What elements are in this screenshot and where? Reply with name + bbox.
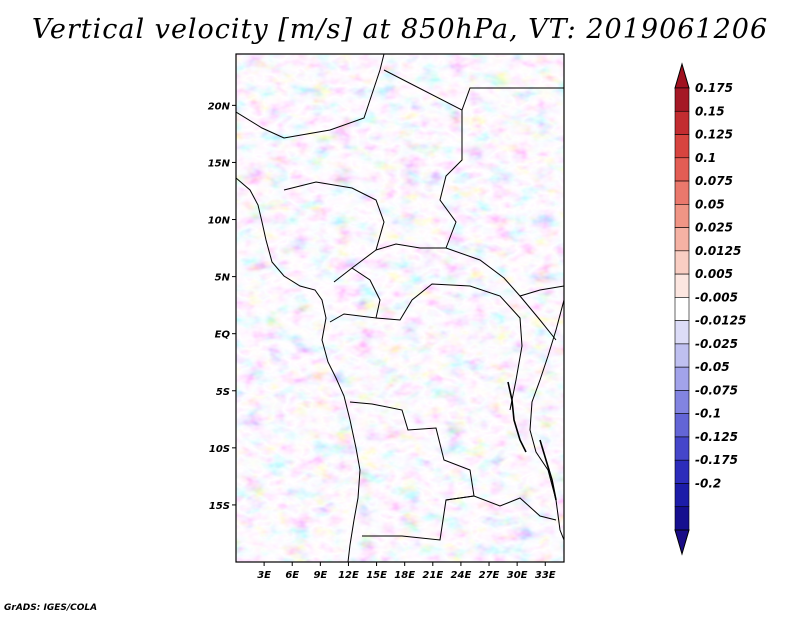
border-niger-nigeria — [283, 181, 385, 283]
coastline-east-africa — [529, 299, 564, 541]
colorbar-swatch — [674, 297, 690, 321]
lat-tick-label: 5S — [216, 387, 230, 398]
lon-tick-label: 6E — [285, 570, 299, 581]
colorbar-label: 0.025 — [695, 221, 733, 235]
lake-tanganyika — [507, 381, 527, 453]
colorbar-label: -0.125 — [695, 430, 738, 444]
lon-tick-label: 33E — [535, 570, 556, 581]
lon-tick-label: 9E — [313, 570, 327, 581]
border-east — [461, 87, 564, 341]
boundaries — [236, 54, 564, 562]
colorbar-swatch — [674, 436, 690, 461]
colorbar-label: 0.005 — [695, 267, 733, 281]
latitude-axis: 20N 15N 10N 5N EQ 5S 10S 15S — [208, 101, 236, 512]
colorbar-label: 0.175 — [695, 81, 733, 95]
border-sahel — [236, 54, 385, 139]
colorbar-swatch — [674, 320, 690, 345]
colorbar-swatch — [674, 459, 690, 484]
lat-tick-label: 5N — [215, 273, 231, 284]
colorbar-label: 0.125 — [695, 128, 733, 142]
map-frame — [235, 53, 565, 563]
colorbar-lower-arrow — [674, 529, 690, 556]
grads-credit: GrADS: IGES/COLA — [4, 603, 98, 613]
border-congo-drc — [375, 283, 523, 411]
lat-tick-label: 15N — [208, 158, 231, 169]
colorbar-swatch — [674, 157, 690, 182]
colorbar-swatch — [674, 506, 690, 531]
colorbar-label: -0.005 — [695, 290, 738, 304]
lat-tick-label: 20N — [208, 101, 231, 112]
colorbar-label: 0.15 — [695, 104, 725, 118]
colorbar-label: 0.1 — [695, 151, 716, 165]
map-area — [235, 53, 565, 563]
colorbar-label: 0.0125 — [695, 244, 741, 258]
colorbar-label: -0.0125 — [695, 314, 746, 328]
colorbar-label: -0.025 — [695, 337, 738, 351]
colorbar-label: 0.075 — [695, 174, 733, 188]
lon-tick-label: 3E — [257, 570, 271, 581]
lon-tick-label: 12E — [338, 570, 359, 581]
colorbar-upper-arrow — [674, 62, 690, 89]
lat-tick-label: 10N — [208, 216, 231, 227]
colorbar-label: -0.175 — [695, 453, 738, 467]
lat-tick-label: 10S — [209, 444, 230, 455]
colorbar: 0.175 0.15 0.125 0.1 0.075 0.05 0.025 0.0125 0.0… — [674, 62, 746, 556]
chart-title: Vertical velocity [m/s] at 850hPa, VT: 2… — [31, 14, 769, 45]
colorbar-label: -0.05 — [695, 360, 730, 374]
border-car — [375, 243, 564, 297]
lat-tick-label: EQ — [215, 330, 231, 341]
colorbar-label: -0.075 — [695, 383, 738, 397]
colorbar-label: 0.05 — [695, 197, 725, 211]
colorbar-swatch — [674, 180, 690, 205]
colorbar-swatch — [674, 343, 690, 368]
lon-tick-label: 24E — [451, 570, 472, 581]
border-angola — [349, 401, 475, 541]
lon-tick-label: 15E — [366, 570, 387, 581]
colorbar-swatch — [674, 250, 690, 275]
colorbar-swatch — [674, 366, 690, 391]
colorbar-swatch — [674, 87, 690, 112]
colorbar-swatch — [674, 110, 690, 135]
longitude-axis: 3E 6E 9E 12E 15E 18E 21E 24E 27E 30E 33E — [257, 562, 556, 581]
lake-malawi — [539, 439, 557, 501]
colorbar-swatch — [674, 390, 690, 414]
lon-tick-label: 21E — [422, 570, 443, 581]
velocity-field — [236, 54, 564, 562]
lon-tick-label: 27E — [479, 570, 500, 581]
colorbar-swatch — [674, 134, 690, 159]
colorbar-swatch — [674, 227, 690, 252]
border-zambia — [445, 495, 557, 521]
colorbar-swatch — [674, 413, 690, 438]
lon-tick-label: 30E — [507, 570, 528, 581]
colorbar-swatch — [674, 273, 690, 298]
colorbar-swatch — [674, 204, 690, 228]
lat-tick-label: 15S — [209, 501, 230, 512]
colorbar-label: -0.1 — [695, 407, 721, 421]
border-cameroon — [329, 267, 381, 323]
coastline-west-africa — [236, 177, 361, 562]
lon-tick-label: 18E — [394, 570, 415, 581]
colorbar-swatch — [674, 483, 690, 508]
colorbar-label: -0.2 — [695, 476, 721, 490]
